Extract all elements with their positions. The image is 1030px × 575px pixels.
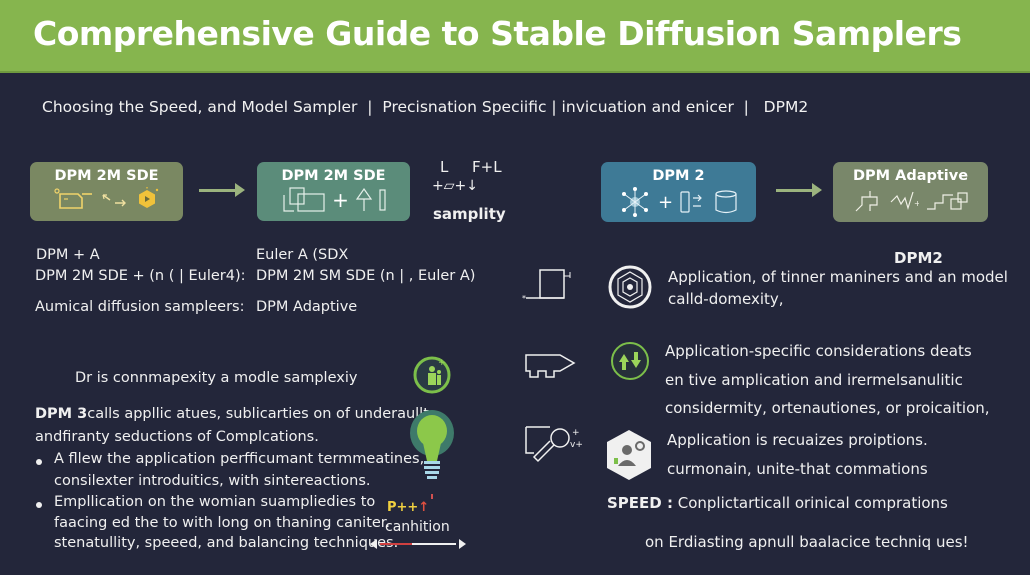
- bullet-2-line1: Empllication on the womian suampliedies …: [54, 494, 376, 510]
- note-l: L: [440, 158, 449, 176]
- documents-icon: [280, 187, 326, 213]
- speed-label: SPEED :: [607, 494, 673, 512]
- bar-icon: [379, 188, 387, 212]
- sampler-box-dpm-2m-sde: DPM 2M SDE: [30, 162, 183, 221]
- samplity-note: L F+L +▱+↓ samplity: [432, 158, 512, 228]
- left-paragraph-line2: andfiranty seductions of Complcations.: [35, 429, 319, 445]
- box-label: DPM 2M SDE: [54, 168, 159, 184]
- people-circle-icon: +: [412, 355, 452, 395]
- item-3-line1: Application is recuaizes proiptions.: [667, 431, 928, 449]
- bullet-dot: [36, 502, 42, 508]
- sampler-box-dpm-adaptive: DPM Adaptive +: [833, 162, 988, 222]
- svg-text:v+: v+: [570, 440, 583, 450]
- magnifier-icon: + v+: [524, 425, 586, 465]
- balance-slider[interactable]: [370, 538, 466, 550]
- closing-text: on Erdiasting apnull baalacice techniq u…: [645, 533, 969, 551]
- up-arrow-icon: [355, 187, 373, 213]
- left-paragraph-line1: DPM 3calls appllic atues, sublicarties o…: [35, 406, 434, 422]
- item-2-line3: considermity, ortenautiones, or proicait…: [665, 399, 990, 417]
- sampler-box-dpm-2m-sde-2: DPM 2M SDE +: [257, 162, 410, 221]
- cubes-icon: [925, 187, 969, 213]
- network-icon: [618, 187, 652, 217]
- molecule-icon: [853, 187, 883, 213]
- comparison-left-3: Aumical diffusion sampleers:: [35, 299, 245, 315]
- page-title: Comprehensive Guide to Stable Diffusion …: [33, 14, 962, 53]
- lightbulb-icon: [409, 409, 455, 489]
- red-tick: [431, 494, 433, 499]
- note-symbols: +▱+↓: [432, 178, 478, 194]
- paragraph-text: calls appllic atues, sublicarties on of …: [87, 406, 434, 422]
- comparison-right-2: DPM 2M SM SDE (n | , Euler A): [256, 268, 476, 284]
- item-2-line1: Application-specific considerations deat…: [665, 342, 972, 360]
- svg-text:*: *: [522, 294, 526, 303]
- bullet-2-line2: faacing ed the to with long on thaning c…: [54, 515, 391, 531]
- web-circle-icon: [607, 264, 653, 310]
- speed-text: Conplictarticall orinical comprations: [677, 494, 948, 512]
- spark-graph-icon: +: [889, 188, 919, 212]
- pencil-tool-icon: [524, 343, 584, 383]
- bullet-dot: [36, 459, 42, 465]
- bullet-1-line2: consilexter introduitics, with sintereac…: [54, 473, 371, 489]
- flow-arrow: [199, 183, 245, 197]
- graphic-label: canhition: [385, 519, 450, 535]
- monitor-icon: *: [522, 264, 578, 304]
- paragraph-bold: DPM 3: [35, 406, 88, 422]
- database-icon: [713, 189, 739, 215]
- svg-text:+: +: [572, 428, 580, 438]
- note-label: samplity: [433, 205, 506, 223]
- item-2-line2: en tive amplication and irermelsanulitic: [665, 371, 963, 389]
- symbols-icon: P++↑: [387, 500, 430, 515]
- comparison-left-1: DPM + A: [36, 247, 100, 263]
- subtitle: Choosing the Speed, and Model Sampler | …: [42, 98, 809, 116]
- box-label: DPM Adaptive: [852, 168, 969, 184]
- left-heading: Dr is connmapexity a modle samplexiy: [75, 370, 358, 386]
- dpm2-label: DPM2: [894, 249, 943, 267]
- header-banner: Comprehensive Guide to Stable Diffusion …: [0, 0, 1030, 73]
- window-icon: [53, 188, 94, 210]
- note-fl: F+L: [472, 158, 502, 176]
- phone-transfer-icon: [679, 190, 707, 214]
- comparison-right-3: DPM Adaptive: [256, 299, 358, 315]
- swap-arrows-icon: [607, 340, 653, 386]
- plus-icon: +: [332, 188, 349, 212]
- box-label: DPM 2M SDE: [281, 168, 386, 184]
- comparison-left-2: DPM 2M SDE + (n ( | Euler4):: [35, 268, 246, 284]
- item-1-line2: calld-domexity,: [668, 290, 784, 308]
- svg-text:+: +: [438, 358, 446, 368]
- item-3-line2: curmonain, unite-that commations: [667, 460, 928, 478]
- bullet-1-line1: A fllew the application perfficumant ter…: [54, 451, 425, 467]
- arrows-icon: [100, 190, 128, 208]
- plus-icon: +: [657, 191, 674, 213]
- item-1-line1: Application, of tinner maniners and an m…: [668, 268, 1008, 286]
- speed-row: SPEED : Conplictarticall orinical compra…: [607, 494, 948, 512]
- user-gear-hexagon-icon: [604, 428, 654, 482]
- comparison-right-1: Euler A (SDX: [256, 247, 349, 263]
- box-label: DPM 2: [652, 168, 705, 184]
- play-hexagon-icon: [134, 187, 160, 211]
- bullet-2-line3: stenatullity, speeed, and balancing tech…: [54, 535, 399, 551]
- flow-arrow: [776, 183, 822, 197]
- sampler-box-dpm-2: DPM 2 +: [601, 162, 756, 222]
- svg-text:+: +: [914, 199, 919, 208]
